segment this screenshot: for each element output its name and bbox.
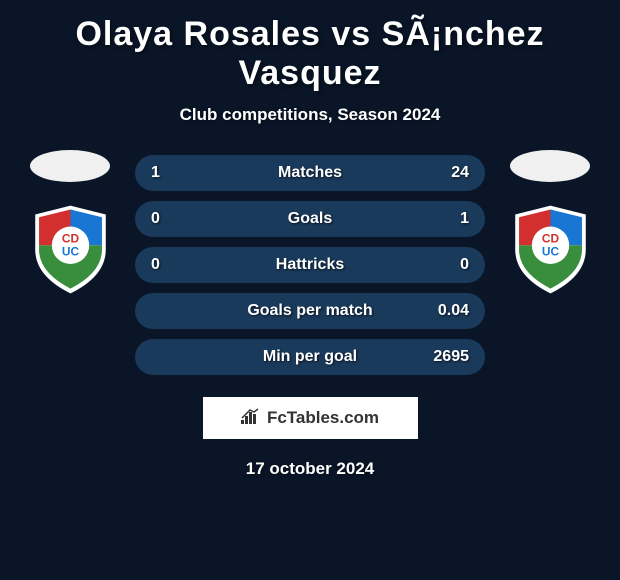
date-text: 17 october 2024: [10, 459, 610, 479]
stat-right-value: 1: [429, 210, 469, 228]
stat-left-value: 0: [151, 210, 191, 228]
stat-left-value: 0: [151, 256, 191, 274]
watermark-box: FcTables.com: [203, 397, 418, 439]
stats-column: 1 Matches 24 0 Goals 1 0 Hattricks 0 Goa…: [135, 155, 485, 375]
player-right-column: CD UC: [500, 155, 600, 297]
player-right-badge: CD UC: [508, 202, 593, 297]
stat-label: Goals: [288, 210, 332, 228]
player-left-avatar: [30, 150, 110, 182]
svg-text:CD: CD: [541, 232, 559, 246]
stat-row-hattricks: 0 Hattricks 0: [135, 247, 485, 283]
shield-icon: CD UC: [28, 202, 113, 297]
stat-row-min-per-goal: Min per goal 2695: [135, 339, 485, 375]
svg-text:UC: UC: [61, 244, 79, 258]
subtitle: Club competitions, Season 2024: [10, 105, 610, 125]
stat-label: Goals per match: [247, 302, 372, 320]
stat-row-matches: 1 Matches 24: [135, 155, 485, 191]
shield-icon: CD UC: [508, 202, 593, 297]
stat-label: Hattricks: [276, 256, 344, 274]
stat-label: Matches: [278, 164, 342, 182]
comparison-row: CD UC 1 Matches 24 0 Goals 1 0 Hattricks…: [10, 155, 610, 375]
stat-label: Min per goal: [263, 348, 357, 366]
stat-row-goals: 0 Goals 1: [135, 201, 485, 237]
stat-row-goals-per-match: Goals per match 0.04: [135, 293, 485, 329]
watermark-text: FcTables.com: [267, 408, 379, 428]
stat-right-value: 0.04: [429, 302, 469, 320]
page-title: Olaya Rosales vs SÃ¡nchez Vasquez: [10, 15, 610, 93]
stat-right-value: 24: [429, 164, 469, 182]
chart-icon: [241, 408, 261, 429]
player-left-column: CD UC: [20, 155, 120, 297]
svg-text:UC: UC: [541, 244, 559, 258]
stat-right-value: 0: [429, 256, 469, 274]
stat-left-value: 1: [151, 164, 191, 182]
svg-text:CD: CD: [61, 232, 79, 246]
main-container: Olaya Rosales vs SÃ¡nchez Vasquez Club c…: [0, 0, 620, 489]
player-right-avatar: [510, 150, 590, 182]
player-left-badge: CD UC: [28, 202, 113, 297]
stat-right-value: 2695: [429, 348, 469, 366]
